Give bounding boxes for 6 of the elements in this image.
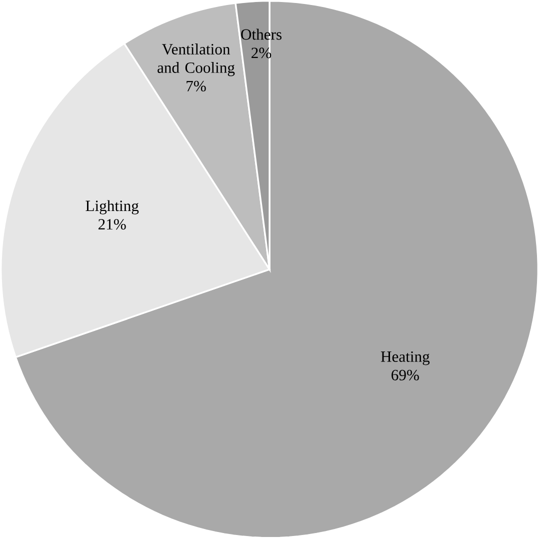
data-label: 7%: [186, 81, 206, 92]
slice-label: Lighting: [86, 200, 139, 214]
data-label: 69%: [392, 370, 419, 381]
data-label: 21%: [98, 219, 126, 230]
slice-label: Heating: [380, 352, 430, 366]
slice-label: Ventilation and Cooling: [158, 44, 235, 76]
